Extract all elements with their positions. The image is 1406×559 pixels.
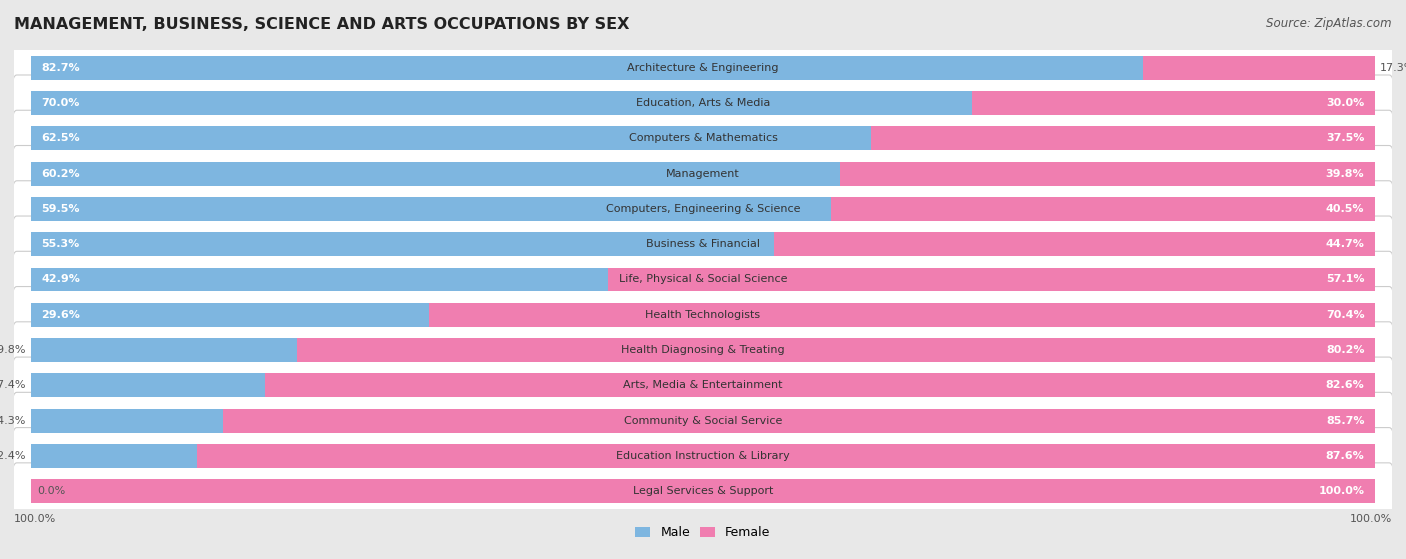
FancyBboxPatch shape (13, 216, 1393, 272)
Text: 62.5%: 62.5% (42, 134, 80, 144)
Text: 17.3%: 17.3% (1379, 63, 1406, 73)
Bar (31, 479, 1375, 503)
Text: Health Technologists: Health Technologists (645, 310, 761, 320)
Text: Architecture & Engineering: Architecture & Engineering (627, 63, 779, 73)
Bar (31, 232, 775, 256)
Text: MANAGEMENT, BUSINESS, SCIENCE AND ARTS OCCUPATIONS BY SEX: MANAGEMENT, BUSINESS, SCIENCE AND ARTS O… (14, 17, 630, 32)
Bar (1143, 56, 1375, 80)
Bar (31, 197, 831, 221)
Bar (31, 126, 872, 150)
FancyBboxPatch shape (13, 392, 1393, 449)
Text: 44.7%: 44.7% (1326, 239, 1364, 249)
FancyBboxPatch shape (13, 145, 1393, 202)
Text: 57.1%: 57.1% (1326, 274, 1364, 285)
Text: 37.5%: 37.5% (1326, 134, 1364, 144)
Text: Education Instruction & Library: Education Instruction & Library (616, 451, 790, 461)
Text: Management: Management (666, 169, 740, 179)
Bar (775, 232, 1375, 256)
FancyBboxPatch shape (13, 287, 1393, 343)
Text: 39.8%: 39.8% (1326, 169, 1364, 179)
Bar (31, 409, 224, 433)
Bar (264, 373, 1375, 397)
FancyBboxPatch shape (13, 252, 1393, 307)
Text: 14.3%: 14.3% (0, 415, 27, 425)
Text: 59.5%: 59.5% (42, 204, 80, 214)
Bar (224, 409, 1375, 433)
Bar (31, 373, 264, 397)
Text: Legal Services & Support: Legal Services & Support (633, 486, 773, 496)
Text: 29.6%: 29.6% (42, 310, 80, 320)
FancyBboxPatch shape (13, 463, 1393, 519)
Bar (607, 268, 1375, 291)
Text: Arts, Media & Entertainment: Arts, Media & Entertainment (623, 380, 783, 390)
FancyBboxPatch shape (13, 357, 1393, 414)
Text: 100.0%: 100.0% (1350, 514, 1392, 524)
Text: Life, Physical & Social Science: Life, Physical & Social Science (619, 274, 787, 285)
Text: Business & Financial: Business & Financial (645, 239, 761, 249)
Text: Computers & Mathematics: Computers & Mathematics (628, 134, 778, 144)
Text: 60.2%: 60.2% (42, 169, 80, 179)
Bar (429, 303, 1375, 327)
Text: 40.5%: 40.5% (1326, 204, 1364, 214)
Text: 82.6%: 82.6% (1326, 380, 1364, 390)
Text: Source: ZipAtlas.com: Source: ZipAtlas.com (1267, 17, 1392, 30)
Text: 42.9%: 42.9% (42, 274, 80, 285)
Text: 100.0%: 100.0% (14, 514, 56, 524)
Text: 0.0%: 0.0% (38, 486, 66, 496)
FancyBboxPatch shape (13, 322, 1393, 378)
FancyBboxPatch shape (13, 428, 1393, 484)
FancyBboxPatch shape (13, 181, 1393, 237)
FancyBboxPatch shape (13, 110, 1393, 167)
Text: Health Diagnosing & Treating: Health Diagnosing & Treating (621, 345, 785, 355)
Bar (841, 162, 1375, 186)
Bar (31, 162, 841, 186)
Text: Community & Social Service: Community & Social Service (624, 415, 782, 425)
Bar (297, 338, 1375, 362)
Text: 12.4%: 12.4% (0, 451, 27, 461)
Text: 70.0%: 70.0% (42, 98, 80, 108)
Bar (872, 126, 1375, 150)
Legend: Male, Female: Male, Female (636, 526, 770, 539)
Text: 55.3%: 55.3% (42, 239, 80, 249)
Bar (31, 56, 1143, 80)
FancyBboxPatch shape (13, 75, 1393, 131)
Bar (197, 444, 1375, 468)
Text: Education, Arts & Media: Education, Arts & Media (636, 98, 770, 108)
Text: 19.8%: 19.8% (0, 345, 27, 355)
Bar (31, 338, 297, 362)
Bar (972, 91, 1375, 115)
Text: 80.2%: 80.2% (1326, 345, 1364, 355)
Text: 30.0%: 30.0% (1326, 98, 1364, 108)
Text: 70.4%: 70.4% (1326, 310, 1364, 320)
Text: 82.7%: 82.7% (42, 63, 80, 73)
FancyBboxPatch shape (13, 40, 1393, 96)
Text: 17.4%: 17.4% (0, 380, 27, 390)
Bar (31, 91, 972, 115)
Text: 100.0%: 100.0% (1319, 486, 1364, 496)
Bar (31, 303, 429, 327)
Text: 85.7%: 85.7% (1326, 415, 1364, 425)
Bar (31, 444, 197, 468)
Bar (31, 268, 607, 291)
Bar (831, 197, 1375, 221)
Text: 87.6%: 87.6% (1326, 451, 1364, 461)
Text: Computers, Engineering & Science: Computers, Engineering & Science (606, 204, 800, 214)
